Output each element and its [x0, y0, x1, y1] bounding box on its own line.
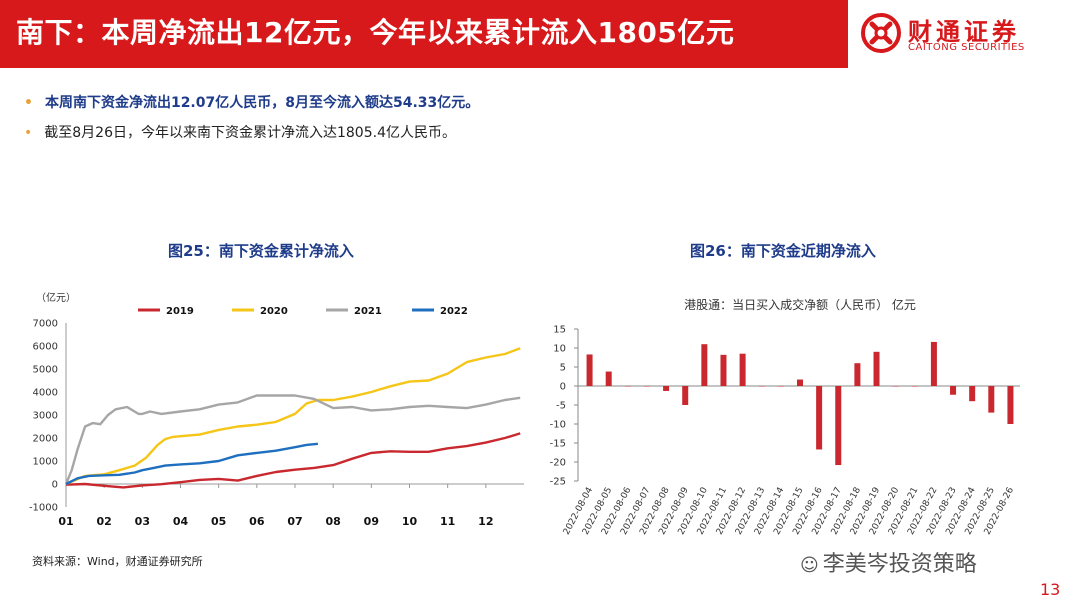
title-band: 南下：本周净流出12亿元，今年以来累计流入1805亿元	[0, 0, 848, 68]
bar-2022-08-22	[930, 341, 937, 386]
bar-2022-08-04	[586, 354, 593, 386]
x-tick-label: 09	[364, 515, 379, 528]
y-tick-label: -1000	[29, 503, 58, 514]
bar-2022-08-14	[777, 386, 784, 387]
bar-2022-08-09	[682, 386, 689, 405]
chart-25-title: 图25：南下资金累计净流入	[168, 242, 354, 260]
page-number: 13	[1040, 580, 1061, 599]
bullet-text: 截至8月26日，今年以来南下资金累计净流入达1805.4亿人民币。	[44, 125, 456, 141]
bar-2022-08-13	[758, 386, 765, 387]
y-tick-label: -25	[550, 477, 566, 488]
series-line-2022	[65, 442, 319, 486]
legend-label-2020: 2020	[260, 306, 288, 317]
x-tick-label: 12	[478, 515, 493, 528]
bar-2022-08-20	[892, 386, 899, 387]
bar-2022-08-25	[988, 386, 995, 413]
y-tick-label: 7000	[33, 319, 58, 330]
chart-26-title: 图26：南下资金近期净流入	[690, 242, 876, 260]
bullet-dot-icon: •	[24, 95, 33, 111]
x-tick-label: 04	[173, 515, 189, 528]
y-tick-label: 0	[560, 382, 566, 393]
series-line-2019	[65, 432, 521, 489]
recent-flow-chart: 港股通：当日买入成交净额（人民币） 亿元 -25 -20 -15 -10 -5 0 5 10 15…	[550, 297, 1020, 537]
page-title: 南下：本周净流出12亿元，今年以来累计流入1805亿元	[16, 16, 735, 49]
bullet-text: 本周南下资金净流出12.07亿人民币，8月至今流入额达54.33亿元。	[44, 95, 480, 111]
bar-2022-08-05	[605, 371, 612, 386]
y-axis-unit-label: （亿元）	[36, 291, 76, 304]
y-tick-label: 0	[52, 480, 58, 491]
y-tick-label: 2000	[33, 434, 58, 445]
wechat-icon: ☺	[800, 555, 819, 576]
x-tick-label: 11	[440, 515, 455, 528]
x-tick-label: 05	[211, 515, 226, 528]
watermark-text: 李美岑投资策略	[822, 552, 977, 577]
y-tick-label: 10	[553, 344, 566, 355]
x-tick-label: 03	[135, 515, 150, 528]
bar-2022-08-08	[663, 386, 670, 391]
x-tick-label: 02	[97, 515, 112, 528]
x-tick-label: 06	[249, 515, 265, 528]
y-tick-label: 1000	[33, 457, 58, 468]
x-tick-label: 10	[402, 515, 418, 528]
watermark: ☺ 李美岑投资策略	[800, 546, 977, 578]
bullet-item: • 截至8月26日，今年以来南下资金累计净流入达1805.4亿人民币。	[24, 122, 479, 142]
y-tick-label: -20	[550, 458, 566, 469]
bar-2022-08-21	[911, 386, 918, 387]
y-tick-label: 5000	[33, 365, 58, 376]
x-tick-label: 07	[287, 515, 302, 528]
bar-2022-08-23	[950, 386, 957, 395]
x-tick-label: 01	[58, 515, 73, 528]
y-tick-label: 4000	[33, 388, 58, 399]
bar-2022-08-17	[835, 386, 842, 466]
legend-label-2021: 2021	[354, 306, 382, 317]
logo-chinese-name: 财通证券	[908, 18, 1020, 46]
bar-2022-08-19	[873, 351, 880, 386]
x-tick-label: 08	[326, 515, 341, 528]
bar-2022-08-24	[969, 386, 976, 402]
chart-subtitle: 港股通：当日买入成交净额（人民币） 亿元	[684, 297, 916, 312]
bar-2022-08-18	[854, 363, 861, 386]
bar-2022-08-07	[643, 386, 650, 387]
series-line-2021	[64, 394, 521, 485]
y-tick-label: -15	[550, 439, 566, 450]
bar-2022-08-26	[1007, 386, 1014, 424]
bar-2022-08-06	[624, 386, 631, 387]
company-logo: 财通证券 CAITONG SECURITIES	[860, 10, 1060, 58]
bullet-list: • 本周南下资金净流出12.07亿人民币，8月至今流入额达54.33亿元。 • 截至…	[24, 92, 479, 152]
cumulative-flow-chart: （亿元） -1000 0 1000 2000 3000 4000 5000 6000 7000 01…	[29, 291, 524, 528]
bar-2022-08-16	[816, 386, 823, 450]
y-tick-label: -10	[550, 420, 566, 431]
bar-2022-08-12	[739, 353, 746, 386]
bar-2022-08-11	[720, 354, 727, 386]
caitong-logo-icon	[861, 13, 901, 53]
legend-label-2022: 2022	[440, 306, 468, 317]
y-tick-label: -5	[556, 401, 566, 412]
bullet-dot-icon: •	[24, 125, 33, 141]
source-note: 资料来源：Wind，财通证券研究所	[32, 555, 203, 568]
series-line-2020	[65, 347, 521, 486]
y-tick-label: 15	[553, 325, 566, 336]
bar-2022-08-15	[797, 379, 803, 386]
legend-label-2019: 2019	[166, 306, 194, 317]
y-tick-label: 3000	[33, 411, 58, 422]
header: 南下：本周净流出12亿元，今年以来累计流入1805亿元 财通证券 CAITONG…	[0, 0, 1080, 68]
y-tick-label: 6000	[33, 342, 58, 353]
logo-english-name: CAITONG SECURITIES	[908, 42, 1025, 53]
bullet-item: • 本周南下资金净流出12.07亿人民币，8月至今流入额达54.33亿元。	[24, 92, 479, 112]
bar-2022-08-10	[701, 344, 708, 386]
y-tick-label: 5	[560, 363, 566, 374]
